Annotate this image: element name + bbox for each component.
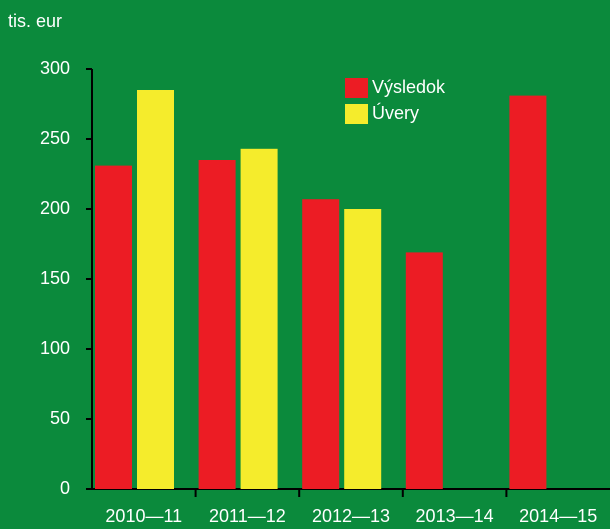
y-tick-label: 100 (40, 338, 70, 358)
y-tick-label: 0 (60, 478, 70, 498)
bar (344, 209, 382, 489)
legend-label: Úvery (372, 102, 419, 123)
y-tick-label: 200 (40, 198, 70, 218)
y-axis-label: tis. eur (8, 11, 62, 31)
bar (405, 252, 443, 489)
bar (302, 199, 340, 489)
bar (240, 148, 278, 490)
x-tick-label: 2011—12 (209, 506, 286, 526)
bar (509, 95, 547, 489)
x-tick-label: 2013—14 (416, 506, 494, 526)
x-tick-label: 2014—15 (519, 506, 597, 526)
legend-swatch (345, 104, 368, 124)
y-tick-label: 50 (50, 408, 70, 428)
y-tick-label: 300 (40, 58, 70, 78)
bar (137, 90, 174, 489)
y-tick-label: 250 (40, 128, 70, 148)
x-tick-label: 2012—13 (312, 506, 390, 526)
legend-swatch (345, 78, 368, 98)
x-tick-label: 2010—11 (105, 506, 182, 526)
bar (95, 165, 132, 489)
y-tick-label: 150 (40, 268, 70, 288)
bar (198, 160, 236, 489)
legend-label: Výsledok (372, 77, 446, 97)
